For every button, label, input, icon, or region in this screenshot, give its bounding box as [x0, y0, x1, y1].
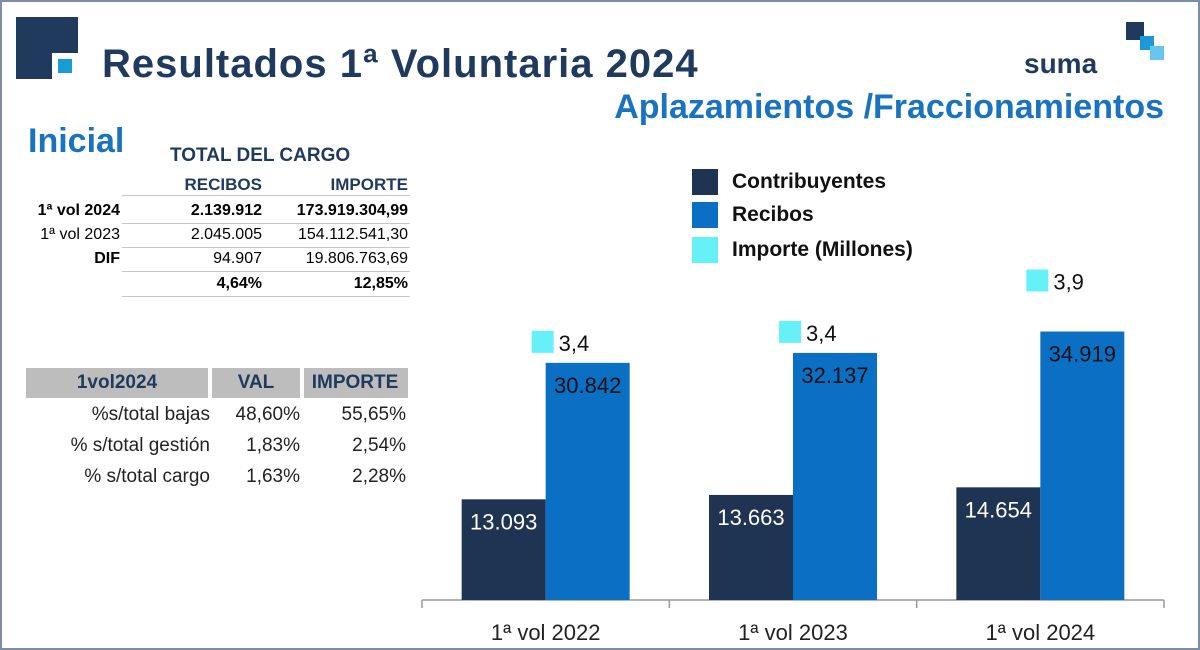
table-row: % s/total gestión 1,83% 2,54%: [26, 431, 410, 461]
data-label-recibos: 30.842: [554, 373, 621, 398]
data-label-importe: 3,9: [1053, 270, 1084, 295]
importe-cell: 19.806.763,69: [305, 250, 408, 267]
x-tick-label: 1ª vol 2022: [491, 620, 601, 645]
data-label-contribuyentes: 13.093: [470, 509, 537, 534]
bar-contribuyentes: [461, 499, 546, 600]
divider: [122, 195, 410, 196]
marker-importe: [779, 320, 801, 343]
ratio-table-header: 1vol2024 VAL IMPORTE: [26, 368, 410, 398]
row-label: 1ª vol 2023: [40, 226, 120, 243]
table-row: %s/total bajas 48,60% 55,65%: [26, 400, 410, 430]
legend-swatch: [692, 202, 718, 228]
logo-mark-icon: [16, 17, 78, 79]
data-label-recibos: 32.137: [801, 363, 868, 388]
column-header: IMPORTE: [311, 372, 399, 393]
legend-label: Importe (Millones): [732, 238, 913, 261]
row-label: %s/total bajas: [91, 404, 210, 425]
row-label: 1ª vol 2024: [37, 202, 120, 219]
recibos-cell: 4,64%: [216, 275, 262, 292]
suma-logo-text: suma: [1024, 48, 1098, 79]
cargo-table-title: TOTAL DEL CARGO: [170, 145, 351, 166]
divider: [122, 296, 410, 297]
legend-swatch: [692, 169, 718, 195]
marker-importe: [1026, 269, 1049, 292]
legend-label: Contribuyentes: [732, 170, 887, 193]
bar-contribuyentes: [956, 487, 1041, 600]
column-header: IMPORTE: [330, 175, 408, 194]
data-label-importe: 3,4: [806, 321, 837, 346]
data-label-contribuyentes: 14.654: [965, 497, 1032, 522]
header-cell-bg: [212, 368, 300, 398]
row-label: % s/total gestión: [70, 435, 210, 456]
x-tick-label: 1ª vol 2023: [738, 620, 848, 645]
header-cell-bg: [26, 368, 208, 398]
marker-importe: [531, 330, 554, 353]
x-tick-label: 1ª vol 2024: [985, 620, 1095, 645]
recibos-cell: 94.907: [213, 250, 262, 267]
data-label-contribuyentes: 13.663: [717, 505, 784, 530]
legend-swatch: [692, 237, 718, 263]
data-label-recibos: 34.919: [1049, 342, 1116, 367]
importe-cell: 173.919.304,99: [296, 202, 408, 219]
section-label: Inicial: [28, 122, 125, 160]
val-cell: 1,63%: [246, 466, 300, 487]
header-cell-bg: [304, 368, 408, 398]
val-cell: 1,83%: [246, 435, 300, 456]
divider: [122, 271, 410, 272]
val-cell: 48,60%: [235, 404, 300, 425]
column-header: 1vol2024: [76, 372, 158, 393]
column-header: VAL: [237, 372, 275, 393]
table-row: 4,64% 12,85%: [24, 272, 414, 296]
legend-label: Recibos: [732, 203, 814, 226]
importe-cell: 2,28%: [352, 466, 406, 487]
row-label: DIF: [94, 250, 120, 267]
importe-cell: 12,85%: [353, 275, 408, 292]
row-label: % s/total cargo: [84, 466, 210, 487]
column-header: RECIBOS: [184, 175, 262, 194]
table-row: 1ª vol 2024 2.139.912 173.919.304,99: [24, 199, 414, 223]
importe-cell: 154.112.541,30: [297, 226, 408, 243]
suma-logo: suma: [1024, 22, 1164, 80]
cargo-table-header: RECIBOS IMPORTE: [24, 172, 414, 196]
table-row: DIF 94.907 19.806.763,69: [24, 247, 414, 271]
bar-recibos: [793, 352, 877, 600]
divider: [122, 223, 410, 224]
recibos-cell: 2.139.912: [190, 202, 262, 219]
bar-contribuyentes: [709, 494, 793, 600]
importe-cell: 2,54%: [352, 435, 406, 456]
bar-recibos: [1040, 331, 1125, 600]
divider: [122, 247, 410, 248]
table-row: 1ª vol 2023 2.045.005 154.112.541,30: [24, 223, 414, 247]
bar-recibos: [545, 362, 630, 600]
suma-logo-squares-icon: [1126, 22, 1164, 60]
table-row: % s/total cargo 1,63% 2,28%: [26, 462, 410, 492]
page-title: Resultados 1ª Voluntaria 2024: [102, 42, 699, 86]
recibos-cell: 2.045.005: [190, 226, 262, 243]
page-subtitle: Aplazamientos /Fraccionamientos: [614, 88, 1164, 126]
data-label-importe: 3,4: [559, 331, 590, 356]
importe-cell: 55,65%: [341, 404, 406, 425]
